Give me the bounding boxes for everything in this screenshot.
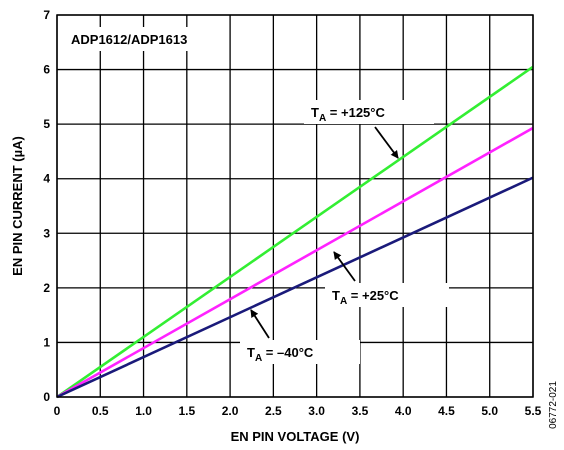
x-tick-label: 5.0 — [481, 404, 498, 418]
x-tick-label: 0 — [54, 404, 61, 418]
y-tick-label: 2 — [43, 281, 50, 295]
y-tick-label: 4 — [43, 172, 50, 186]
x-tick-label: 4.0 — [395, 404, 412, 418]
series-label-sub: A — [340, 296, 347, 307]
series-label-arrow — [333, 251, 356, 282]
series-label-sub: A — [319, 113, 326, 124]
series-label-bg — [240, 340, 360, 364]
annotation-box-bg — [63, 27, 223, 51]
figure-id: 06772-021 — [548, 381, 559, 429]
x-tick-label: 2.5 — [265, 404, 282, 418]
series-label-bg — [304, 100, 434, 124]
series-label-arrow — [374, 126, 399, 159]
series-label-t: T — [247, 345, 255, 360]
series-label-2: TA = –40°C — [240, 309, 360, 364]
series-label-sub: A — [255, 353, 262, 364]
series-label-rest: = +125°C — [326, 105, 385, 120]
series-line-2 — [56, 176, 534, 399]
series-label-text: TA = +125°C — [311, 105, 385, 124]
plot-frame — [56, 14, 534, 398]
annotation-box: ADP1612/ADP1613 — [63, 27, 223, 51]
series-label-text: TA = +25°C — [332, 288, 399, 307]
series-label-0: TA = +125°C — [304, 100, 434, 159]
series-line-0 — [56, 65, 534, 399]
x-tick-label: 3.0 — [308, 404, 325, 418]
x-tick-label: 2.0 — [222, 404, 239, 418]
series-label-t: T — [311, 105, 319, 120]
x-tick-label: 1.5 — [178, 404, 195, 418]
series-label-arrow — [250, 309, 270, 339]
y-axis-label: EN PIN CURRENT (µA) — [10, 136, 25, 276]
series-label-1: TA = +25°C — [325, 251, 449, 307]
x-tick-label: 5.5 — [525, 404, 542, 418]
series-labels: TA = +125°CTA = +25°CTA = –40°C — [240, 100, 449, 364]
y-tick-label: 1 — [43, 335, 50, 349]
series-label-t: T — [332, 288, 340, 303]
series-label-text: TA = –40°C — [247, 345, 314, 364]
x-tick-label: 3.5 — [352, 404, 369, 418]
series-label-bg — [325, 283, 449, 307]
series-line-1 — [56, 126, 534, 399]
x-tick-label: 1.0 — [135, 404, 152, 418]
annotation-box-text: ADP1612/ADP1613 — [71, 32, 187, 47]
y-tick-label: 7 — [43, 8, 50, 22]
x-axis-label: EN PIN VOLTAGE (V) — [231, 429, 360, 444]
series-layer — [56, 65, 534, 399]
x-tick-label: 4.5 — [438, 404, 455, 418]
x-tick-label: 0.5 — [92, 404, 109, 418]
series-label-rest: = +25°C — [347, 288, 399, 303]
ticks: 0 0.5 1.0 1.5 2.0 2.5 3.0 3.5 4.0 4.5 5.0 5.5 0 1 2 3 4 5… — [43, 8, 541, 418]
y-tick-label: 0 — [43, 390, 50, 404]
grid — [56, 14, 534, 398]
y-tick-label: 6 — [43, 63, 50, 77]
y-tick-label: 3 — [43, 226, 50, 240]
series-label-rest: = –40°C — [262, 345, 314, 360]
y-tick-label: 5 — [43, 117, 50, 131]
